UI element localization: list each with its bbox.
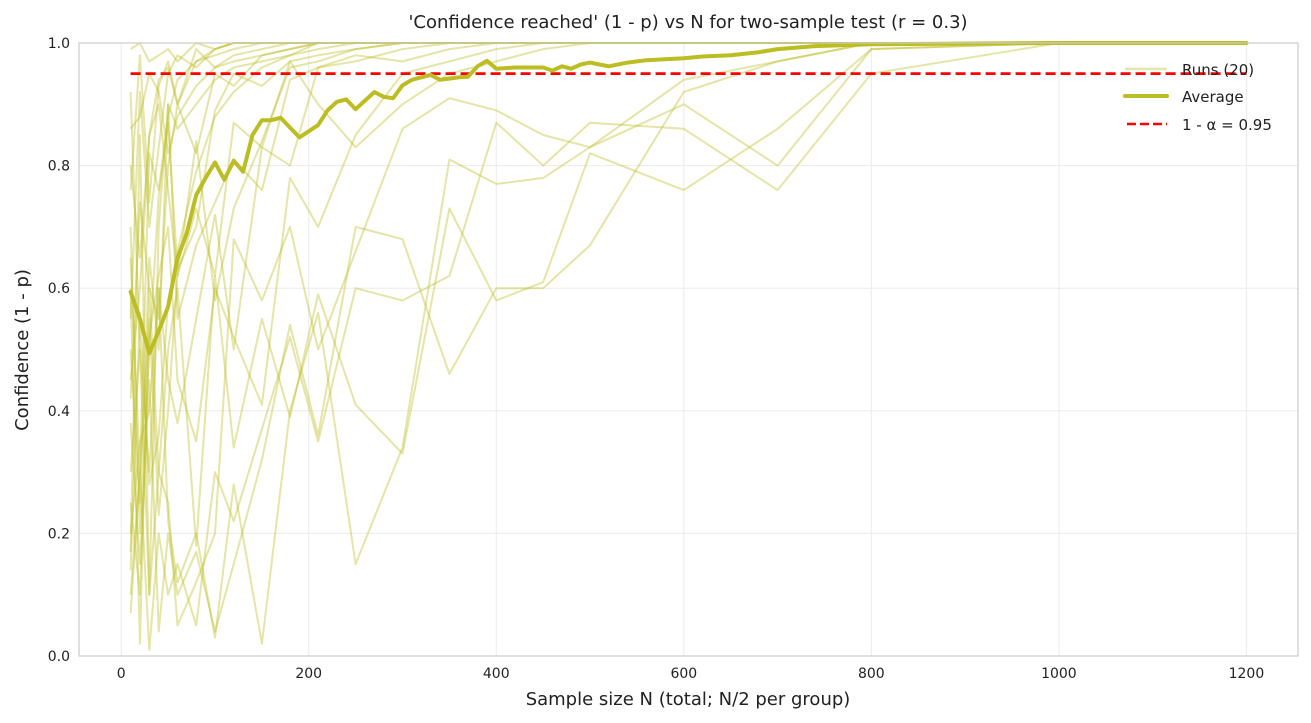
x-tick-label: 1000 — [1041, 666, 1077, 682]
x-tick-label: 400 — [483, 666, 510, 682]
x-axis-label: Sample size N (total; N/2 per group) — [526, 689, 851, 710]
y-tick-label: 0.8 — [48, 159, 70, 175]
legend-runs-label: Runs (20) — [1182, 61, 1254, 79]
y-tick-label: 1.0 — [48, 36, 70, 52]
y-tick-label: 0.6 — [48, 281, 70, 297]
average-line — [128, 41, 1249, 356]
x-tick-label: 600 — [670, 666, 697, 682]
x-tick-label: 0 — [117, 666, 126, 682]
chart-title: 'Confidence reached' (1 - p) vs N for tw… — [408, 12, 967, 33]
y-tick-label: 0.0 — [48, 649, 70, 665]
x-tick-label: 200 — [295, 666, 322, 682]
average-layer — [128, 41, 1249, 356]
y-tick-label: 0.2 — [48, 526, 70, 542]
run-line-2 — [129, 42, 1247, 645]
ticks: 0 200 400 600 800 1000 1200 0.0 0.2 0.4 0.6 0.8 1.0 — [48, 36, 1265, 682]
run-line-5 — [129, 42, 1247, 645]
run-line-4 — [129, 42, 1247, 596]
plot-frame — [78, 42, 1299, 657]
y-tick-label: 0.4 — [48, 404, 70, 420]
run-line-3 — [129, 42, 1247, 633]
y-axis-label: Confidence (1 - p) — [12, 269, 33, 431]
legend-average-label: Average — [1182, 88, 1244, 106]
x-tick-label: 1200 — [1229, 666, 1265, 682]
run-line-1 — [129, 42, 1247, 651]
legend-threshold-label: 1 - α = 0.95 — [1182, 116, 1272, 134]
x-tick-label: 800 — [858, 666, 885, 682]
legend: Runs (20) Average 1 - α = 0.95 — [1123, 61, 1272, 134]
